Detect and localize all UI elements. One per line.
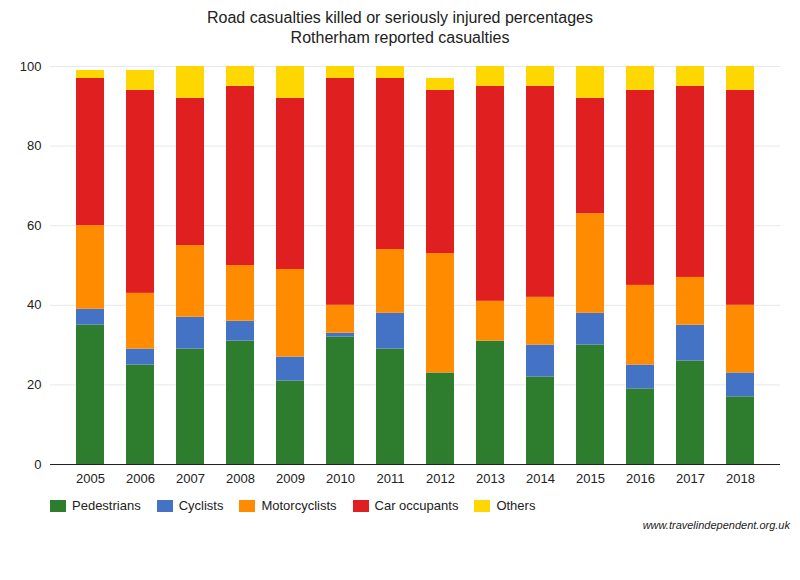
svg-text:2016: 2016 [626, 471, 655, 486]
svg-text:2008: 2008 [226, 471, 255, 486]
svg-text:2017: 2017 [676, 471, 705, 486]
html-text:Others: Others [496, 498, 536, 513]
svg-text:60: 60 [27, 218, 41, 233]
svg-text:2012: 2012 [426, 471, 455, 486]
svg-text:0: 0 [34, 457, 41, 472]
html-text:Cyclists: Cyclists [178, 498, 224, 513]
svg-text:2013: 2013 [476, 471, 505, 486]
svg-text:2005: 2005 [76, 471, 105, 486]
html-text:Road casualties killed or seri: Road casualties killed or seriously inju… [207, 9, 593, 26]
svg-text:20: 20 [27, 377, 41, 392]
svg-text:2014: 2014 [526, 471, 555, 486]
html-text:Car occupants: Car occupants [374, 498, 459, 513]
html-text:Rotherham reported casualties: Rotherham reported casualties [290, 29, 510, 46]
svg-text:2010: 2010 [326, 471, 355, 486]
svg-text:2007: 2007 [176, 471, 205, 486]
svg-text:2011: 2011 [377, 471, 405, 486]
svg-text:100: 100 [20, 59, 42, 74]
svg-text:2018: 2018 [726, 471, 755, 486]
html-text:www.travelindependent.org.uk: www.travelindependent.org.uk [642, 519, 790, 531]
svg-text:80: 80 [27, 138, 41, 153]
html-text:Pedestrians: Pedestrians [72, 498, 141, 513]
html-text:Motorcyclists: Motorcyclists [261, 498, 337, 513]
svg-text:40: 40 [27, 297, 41, 312]
svg-text:2015: 2015 [576, 471, 605, 486]
svg-text:2009: 2009 [276, 471, 305, 486]
svg-text:2006: 2006 [126, 471, 155, 486]
